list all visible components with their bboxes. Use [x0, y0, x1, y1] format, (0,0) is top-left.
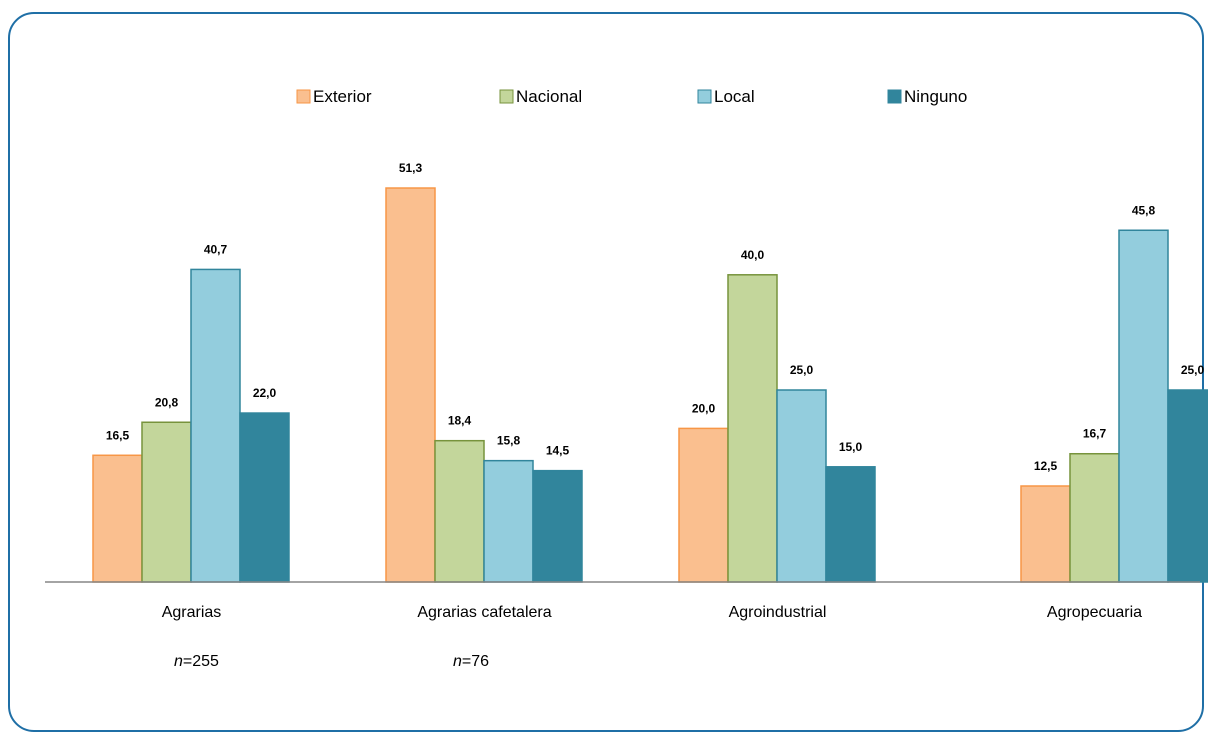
bar-nacional-1 — [434, 439, 485, 583]
category-label: Agrarias cafetalera — [417, 604, 551, 621]
legend-swatch — [697, 89, 712, 104]
bar-exterior-0 — [92, 454, 143, 583]
legend-item-local: Local — [697, 87, 755, 106]
legend-label: Exterior — [313, 87, 372, 106]
sample-size-value: =255 — [183, 653, 219, 670]
data-label: 22,0 — [253, 386, 277, 400]
sample-size-prefix: n — [453, 653, 462, 670]
legend-item-ninguno: Ninguno — [887, 87, 967, 106]
data-label: 15,0 — [839, 440, 863, 454]
data-label: 20,8 — [155, 395, 179, 409]
data-label: 20,0 — [692, 401, 716, 415]
sample-size-label: n=255 — [174, 653, 219, 670]
bar-ninguno-2 — [825, 466, 876, 583]
bar-exterior-1 — [385, 187, 436, 583]
legend-label: Ninguno — [904, 87, 967, 106]
bar-nacional-3 — [1069, 452, 1120, 583]
legend-label: Local — [714, 87, 755, 106]
category-label: Agroindustrial — [729, 604, 827, 621]
legend-item-nacional: Nacional — [499, 87, 582, 106]
data-label: 15,8 — [497, 434, 521, 448]
data-label: 51,3 — [399, 161, 423, 175]
bar-chart: Exterior Nacional Local Ninguno 16,5 51,3 20,0… — [45, 87, 1208, 670]
data-label: 16,5 — [106, 428, 130, 442]
bar-ninguno-1 — [532, 469, 583, 583]
data-label: 14,5 — [546, 444, 570, 458]
bar-local-2 — [776, 389, 827, 583]
bar-exterior-3 — [1020, 485, 1071, 583]
data-label: 40,0 — [741, 248, 765, 262]
sample-size-label: n=76 — [453, 653, 489, 670]
data-label: 18,4 — [448, 414, 472, 428]
legend-item-exterior: Exterior — [296, 87, 372, 106]
legend-swatch — [499, 89, 514, 104]
data-label: 40,7 — [204, 242, 228, 256]
data-label: 45,8 — [1132, 203, 1156, 217]
bar-local-3 — [1118, 229, 1169, 583]
data-label: 12,5 — [1034, 459, 1058, 473]
category-label: Agropecuaria — [1047, 604, 1142, 621]
bar-ninguno-3 — [1167, 389, 1208, 583]
category-label: Agrarias — [162, 604, 222, 621]
data-label: 25,0 — [1181, 363, 1205, 377]
data-label: 16,7 — [1083, 427, 1107, 441]
legend-label: Nacional — [516, 87, 582, 106]
bar-local-1 — [483, 459, 534, 583]
bar-local-0 — [190, 268, 241, 583]
data-label: 25,0 — [790, 363, 814, 377]
sample-size-prefix: n — [174, 653, 183, 670]
bar-ninguno-0 — [239, 412, 290, 583]
bar-nacional-0 — [141, 421, 192, 583]
sample-size-value: =76 — [462, 653, 489, 670]
legend-swatch — [887, 89, 902, 104]
bar-nacional-2 — [727, 274, 778, 583]
legend-swatch — [296, 89, 311, 104]
bar-exterior-2 — [678, 427, 729, 583]
